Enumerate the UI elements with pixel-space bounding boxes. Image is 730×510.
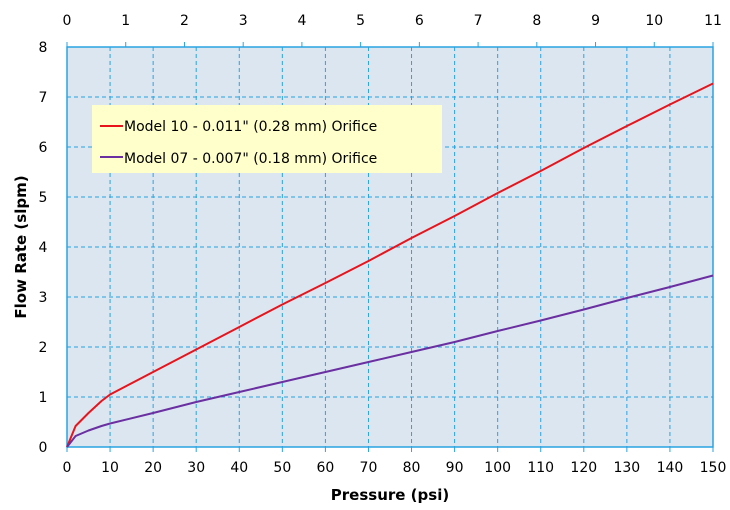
x-tick-label: 110 — [527, 460, 554, 476]
x-tick-label: 60 — [316, 460, 334, 476]
x-tick-label: 30 — [187, 460, 205, 476]
legend-label-series-1: Model 10 - 0.011" (0.28 mm) Orifice — [124, 119, 377, 135]
series-line-2 — [66, 274, 714, 448]
top-tick-label: 7 — [474, 13, 483, 29]
top-tick-label: 3 — [239, 13, 248, 29]
top-tick-label: 4 — [297, 13, 306, 29]
top-tick-label: 9 — [591, 13, 600, 29]
top-tick-label: 0 — [63, 13, 72, 29]
x-tick-label: 70 — [360, 460, 378, 476]
x-tick-label: 130 — [613, 460, 640, 476]
y-tick-label: 2 — [39, 340, 48, 356]
series-layer — [66, 82, 714, 448]
y-axis-ticks: 0 1 2 3 4 5 6 7 8 — [39, 40, 48, 456]
top-tick-label: 1 — [121, 13, 130, 29]
legend: Model 10 - 0.011" (0.28 mm) Orifice Mode… — [92, 105, 442, 173]
x-tick-label: 90 — [446, 460, 464, 476]
x-tick-label: 20 — [144, 460, 162, 476]
y-tick-label: 1 — [39, 390, 48, 406]
x-tick-label: 100 — [484, 460, 511, 476]
x-axis-ticks: 0 10 20 30 40 50 60 70 80 90 100 110 120 130 140 150 — [63, 447, 727, 476]
top-tick-label: 5 — [356, 13, 365, 29]
top-tick-label: 11 — [704, 13, 722, 29]
x-tick-label: 140 — [657, 460, 684, 476]
y-tick-label: 0 — [39, 440, 48, 456]
series-line-1 — [66, 82, 714, 448]
y-tick-label: 4 — [39, 240, 48, 256]
y-tick-label: 5 — [39, 190, 48, 206]
y-tick-label: 6 — [39, 140, 48, 156]
x-tick-label: 80 — [403, 460, 421, 476]
y-tick-label: 3 — [39, 290, 48, 306]
x-tick-label: 50 — [273, 460, 291, 476]
x-tick-label: 0 — [63, 460, 72, 476]
y-tick-label: 8 — [39, 40, 48, 56]
x-tick-label: 150 — [700, 460, 727, 476]
legend-box — [92, 105, 442, 173]
x-axis-title: Pressure (psi) — [331, 486, 449, 504]
top-tick-label: 6 — [415, 13, 424, 29]
y-tick-label: 7 — [39, 90, 48, 106]
x-tick-label: 120 — [570, 460, 597, 476]
top-tick-label: 8 — [532, 13, 541, 29]
x-tick-label: 10 — [101, 460, 119, 476]
legend-label-series-2: Model 07 - 0.007" (0.18 mm) Orifice — [124, 151, 377, 167]
x-tick-label: 40 — [230, 460, 248, 476]
secondary-x-axis-ticks: 0 1 2 3 4 5 6 7 8 9 10 11 — [63, 13, 722, 47]
y-axis-title: Flow Rate (slpm) — [12, 175, 30, 318]
top-tick-label: 2 — [180, 13, 189, 29]
top-tick-label: 10 — [645, 13, 663, 29]
